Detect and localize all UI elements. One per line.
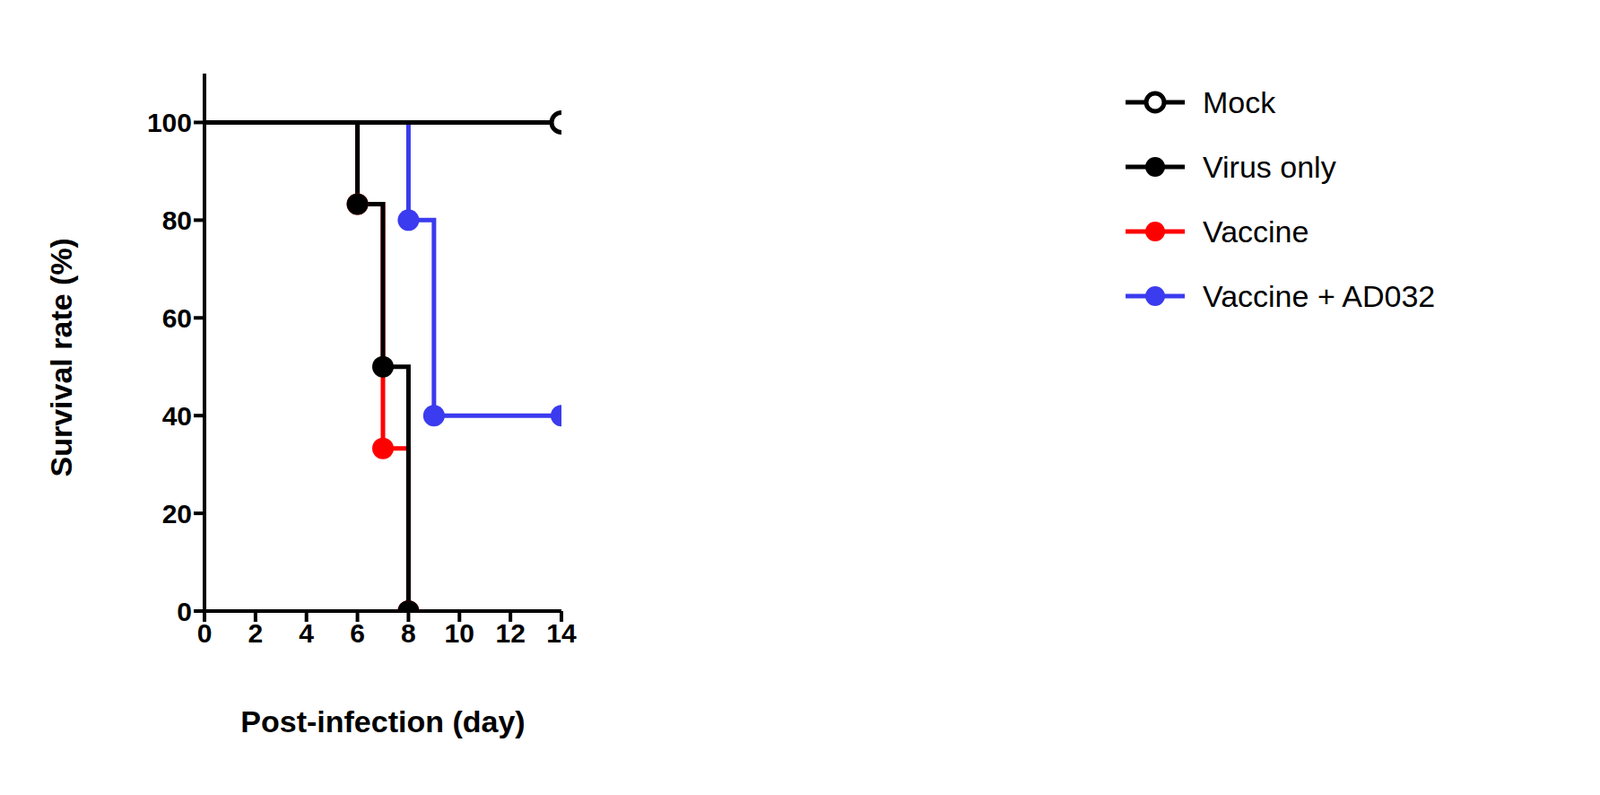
svg-text:80: 80 xyxy=(162,205,192,235)
svg-text:100: 100 xyxy=(147,107,192,138)
html-text:Vaccine: Vaccine xyxy=(1202,213,1309,248)
html-text:Mock: Mock xyxy=(1202,84,1276,119)
svg-text:12: 12 xyxy=(495,617,525,648)
svg-text:14: 14 xyxy=(546,617,577,648)
svg-text:2: 2 xyxy=(248,617,264,648)
svg-text:40: 40 xyxy=(162,400,192,431)
svg-text:10: 10 xyxy=(444,617,475,648)
svg-text:20: 20 xyxy=(162,498,192,529)
svg-text:Post-infection (day): Post-infection (day) xyxy=(240,704,525,739)
svg-text:Survival rate (%): Survival rate (%) xyxy=(43,237,79,477)
html-text:Virus only: Virus only xyxy=(1202,149,1337,184)
svg-text:8: 8 xyxy=(400,617,417,648)
svg-text:6: 6 xyxy=(349,617,366,648)
html-text:Vaccine + AD032: Vaccine + AD032 xyxy=(1202,278,1436,313)
svg-text:60: 60 xyxy=(162,303,192,333)
svg-text:0: 0 xyxy=(176,596,192,627)
svg-text:0: 0 xyxy=(197,617,213,648)
svg-text:4: 4 xyxy=(298,617,314,648)
